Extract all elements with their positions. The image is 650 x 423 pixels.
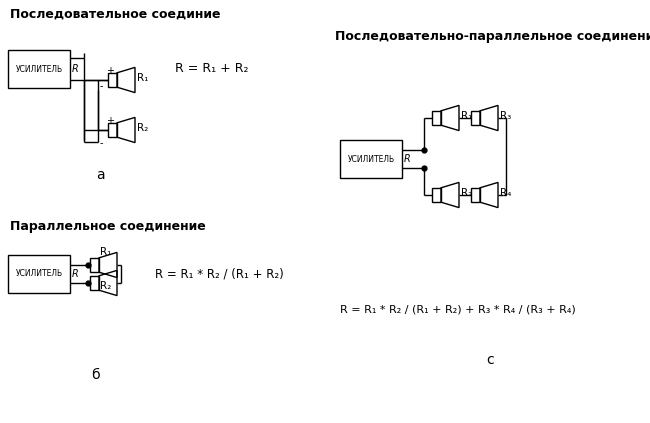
Text: R₁: R₁	[137, 73, 148, 83]
Text: R = R₁ + R₂: R = R₁ + R₂	[175, 63, 248, 75]
Text: Последовательно-параллельное соединение: Последовательно-параллельное соединение	[335, 30, 650, 43]
Bar	[90, 258, 99, 272]
Text: R = R₁ * R₂ / (R₁ + R₂) + R₃ * R₄ / (R₃ + R₄): R = R₁ * R₂ / (R₁ + R₂) + R₃ * R₄ / (R₃ …	[340, 305, 576, 315]
Text: R: R	[72, 269, 79, 279]
Text: -: -	[99, 138, 103, 148]
Text: +: +	[106, 66, 114, 76]
Bar	[108, 123, 117, 137]
Text: R₃: R₃	[500, 111, 512, 121]
Text: c: c	[486, 353, 494, 367]
Text: R₁: R₁	[461, 111, 473, 121]
Text: УСИЛИТЕЛЬ: УСИЛИТЕЛЬ	[16, 269, 62, 278]
Bar	[432, 188, 441, 202]
Text: R: R	[72, 64, 79, 74]
Text: +: +	[106, 116, 114, 126]
Bar	[471, 188, 480, 202]
Text: б: б	[91, 368, 99, 382]
Bar	[8, 50, 70, 88]
Text: R₄: R₄	[500, 188, 512, 198]
Bar	[8, 255, 70, 293]
Text: R₁: R₁	[100, 247, 111, 257]
Bar	[432, 111, 441, 125]
Text: R = R₁ * R₂ / (R₁ + R₂): R = R₁ * R₂ / (R₁ + R₂)	[155, 267, 284, 280]
Bar	[340, 140, 402, 178]
Text: -: -	[99, 81, 103, 91]
Bar	[108, 73, 117, 87]
Text: R₂: R₂	[100, 281, 111, 291]
Text: R₂: R₂	[137, 123, 148, 133]
Text: Последовательное соединие: Последовательное соединие	[10, 8, 220, 21]
Bar	[471, 111, 480, 125]
Text: R₂: R₂	[461, 188, 473, 198]
Text: УСИЛИТЕЛЬ: УСИЛИТЕЛЬ	[348, 154, 395, 164]
Text: R: R	[404, 154, 411, 164]
Text: Параллельное соединение: Параллельное соединение	[10, 220, 206, 233]
Text: a: a	[96, 168, 104, 182]
Bar	[90, 276, 99, 290]
Text: УСИЛИТЕЛЬ: УСИЛИТЕЛЬ	[16, 64, 62, 74]
